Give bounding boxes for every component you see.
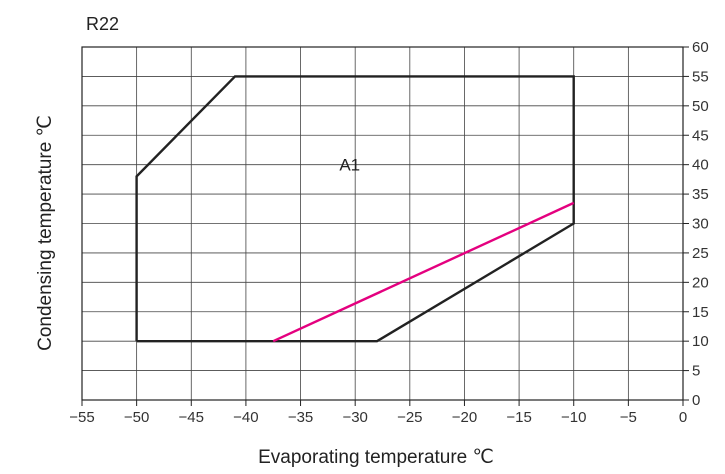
region-label: A1: [339, 156, 360, 175]
x-tick-label: −5: [620, 409, 637, 426]
x-axis-ticks: −55 −50 −45 −40 −35 −30 −25 −20 −15 −10 −5 0: [69, 400, 687, 426]
x-tick-label: −45: [179, 409, 204, 426]
y-tick-label: 40: [692, 157, 709, 174]
y-tick-label: 60: [692, 39, 709, 56]
magenta-limit-line: [272, 201, 575, 343]
x-tick-label: −20: [452, 409, 477, 426]
x-tick-label: −30: [342, 409, 367, 426]
x-tick-label: −10: [561, 409, 586, 426]
x-tick-label: −50: [124, 409, 149, 426]
y-tick-label: 20: [692, 274, 709, 291]
y-tick-label: 0: [692, 392, 700, 409]
y-axis-title: Condensing temperature ℃: [35, 115, 56, 351]
y-tick-label: 25: [692, 245, 709, 262]
annotations: A1: [339, 156, 360, 175]
chart-title: R22: [86, 14, 119, 34]
x-tick-label: −55: [69, 409, 94, 426]
series-group: [135, 75, 575, 343]
x-tick-label: −40: [233, 409, 258, 426]
x-tick-label: −25: [397, 409, 422, 426]
y-tick-label: 30: [692, 216, 709, 233]
y-tick-label: 5: [692, 363, 700, 380]
y-tick-label: 45: [692, 127, 709, 144]
y-axis-ticks: 0 5 10 15 20 25 30 35 40 45 50 55 60: [683, 39, 709, 409]
y-tick-label: 55: [692, 68, 709, 85]
x-axis-title: Evaporating temperature ℃: [258, 447, 494, 468]
y-tick-label: 10: [692, 333, 709, 350]
y-tick-label: 35: [692, 186, 709, 203]
envelope-boundary-line: [135, 75, 575, 343]
y-tick-label: 15: [692, 304, 709, 321]
y-tick-label: 50: [692, 98, 709, 115]
x-tick-label: 0: [679, 409, 687, 426]
x-tick-label: −15: [506, 409, 531, 426]
grid: [81, 46, 684, 401]
x-tick-label: −35: [288, 409, 313, 426]
